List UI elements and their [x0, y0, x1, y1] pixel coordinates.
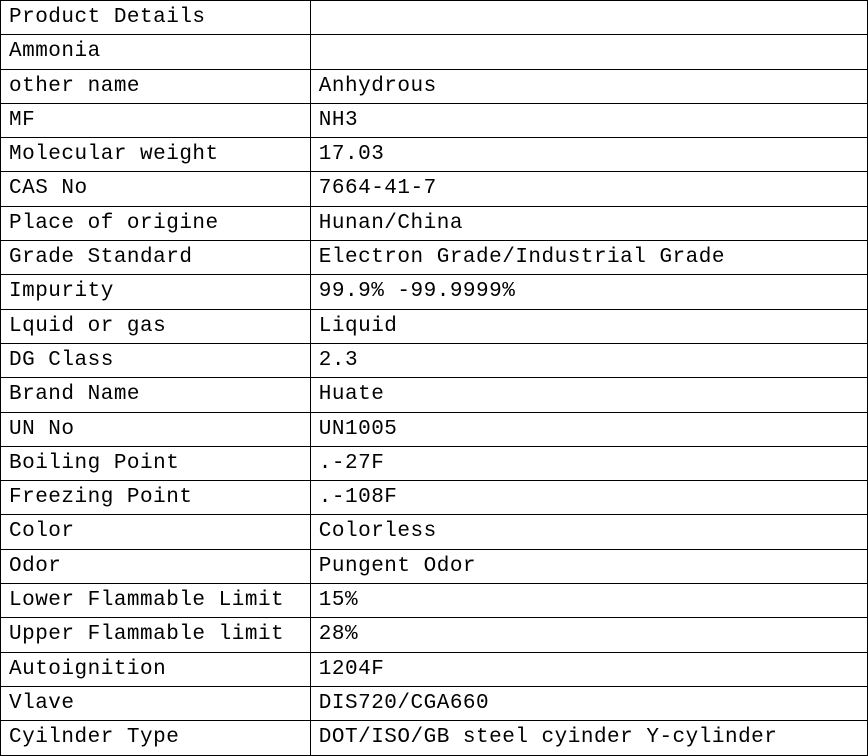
cell-label: Boiling Point [1, 446, 311, 480]
table-row: Cyilnder TypeDOT/ISO/GB steel cyinder Y-… [1, 721, 868, 755]
cell-value: 2.3 [310, 343, 867, 377]
table-row: Grade StandardElectron Grade/Industrial … [1, 241, 868, 275]
product-details-table: Product DetailsAmmoniaother nameAnhydrou… [0, 0, 868, 756]
cell-label: Color [1, 515, 311, 549]
cell-value: .-27F [310, 446, 867, 480]
cell-value [310, 35, 867, 69]
cell-label: UN No [1, 412, 311, 446]
table-row: Boiling Point.-27F [1, 446, 868, 480]
cell-value: 28% [310, 618, 867, 652]
cell-label: Odor [1, 549, 311, 583]
table-row: Freezing Point.-108F [1, 481, 868, 515]
cell-value: Pungent Odor [310, 549, 867, 583]
cell-label: Upper Flammable limit [1, 618, 311, 652]
cell-label: Vlave [1, 686, 311, 720]
table-row: ColorColorless [1, 515, 868, 549]
cell-label: Impurity [1, 275, 311, 309]
cell-label: Ammonia [1, 35, 311, 69]
table-row: Brand NameHuate [1, 378, 868, 412]
cell-value: 15% [310, 584, 867, 618]
cell-value: Colorless [310, 515, 867, 549]
cell-value: Anhydrous [310, 69, 867, 103]
cell-value: DIS720/CGA660 [310, 686, 867, 720]
cell-label: Lquid or gas [1, 309, 311, 343]
table-row: Lquid or gasLiquid [1, 309, 868, 343]
cell-label: Lower Flammable Limit [1, 584, 311, 618]
cell-label: CAS No [1, 172, 311, 206]
cell-value: Huate [310, 378, 867, 412]
cell-label: DG Class [1, 343, 311, 377]
cell-value: 99.9% -99.9999% [310, 275, 867, 309]
table-row: Upper Flammable limit28% [1, 618, 868, 652]
table-row: Lower Flammable Limit15% [1, 584, 868, 618]
cell-label: Grade Standard [1, 241, 311, 275]
table-row: Impurity99.9% -99.9999% [1, 275, 868, 309]
cell-label: Freezing Point [1, 481, 311, 515]
cell-value: DOT/ISO/GB steel cyinder Y-cylinder [310, 721, 867, 755]
cell-value: .-108F [310, 481, 867, 515]
table-row: CAS No7664-41-7 [1, 172, 868, 206]
table-row: Molecular weight17.03 [1, 138, 868, 172]
cell-label: Cyilnder Type [1, 721, 311, 755]
cell-value: Liquid [310, 309, 867, 343]
cell-value: Hunan/China [310, 206, 867, 240]
cell-label: Place of origine [1, 206, 311, 240]
table-row: Product Details [1, 1, 868, 35]
cell-label: MF [1, 103, 311, 137]
table-row: UN NoUN1005 [1, 412, 868, 446]
cell-label: Autoignition [1, 652, 311, 686]
cell-value: UN1005 [310, 412, 867, 446]
cell-value: 7664-41-7 [310, 172, 867, 206]
table-row: Place of origineHunan/China [1, 206, 868, 240]
table-row: DG Class2.3 [1, 343, 868, 377]
table-row: OdorPungent Odor [1, 549, 868, 583]
cell-value: 17.03 [310, 138, 867, 172]
table-row: other nameAnhydrous [1, 69, 868, 103]
cell-label: Molecular weight [1, 138, 311, 172]
cell-label: Brand Name [1, 378, 311, 412]
cell-label: other name [1, 69, 311, 103]
cell-label: Product Details [1, 1, 311, 35]
table-row: VlaveDIS720/CGA660 [1, 686, 868, 720]
cell-value: Electron Grade/Industrial Grade [310, 241, 867, 275]
table-row: Autoignition1204F [1, 652, 868, 686]
cell-value: 1204F [310, 652, 867, 686]
cell-value: NH3 [310, 103, 867, 137]
cell-value [310, 1, 867, 35]
table-row: MFNH3 [1, 103, 868, 137]
table-row: Ammonia [1, 35, 868, 69]
